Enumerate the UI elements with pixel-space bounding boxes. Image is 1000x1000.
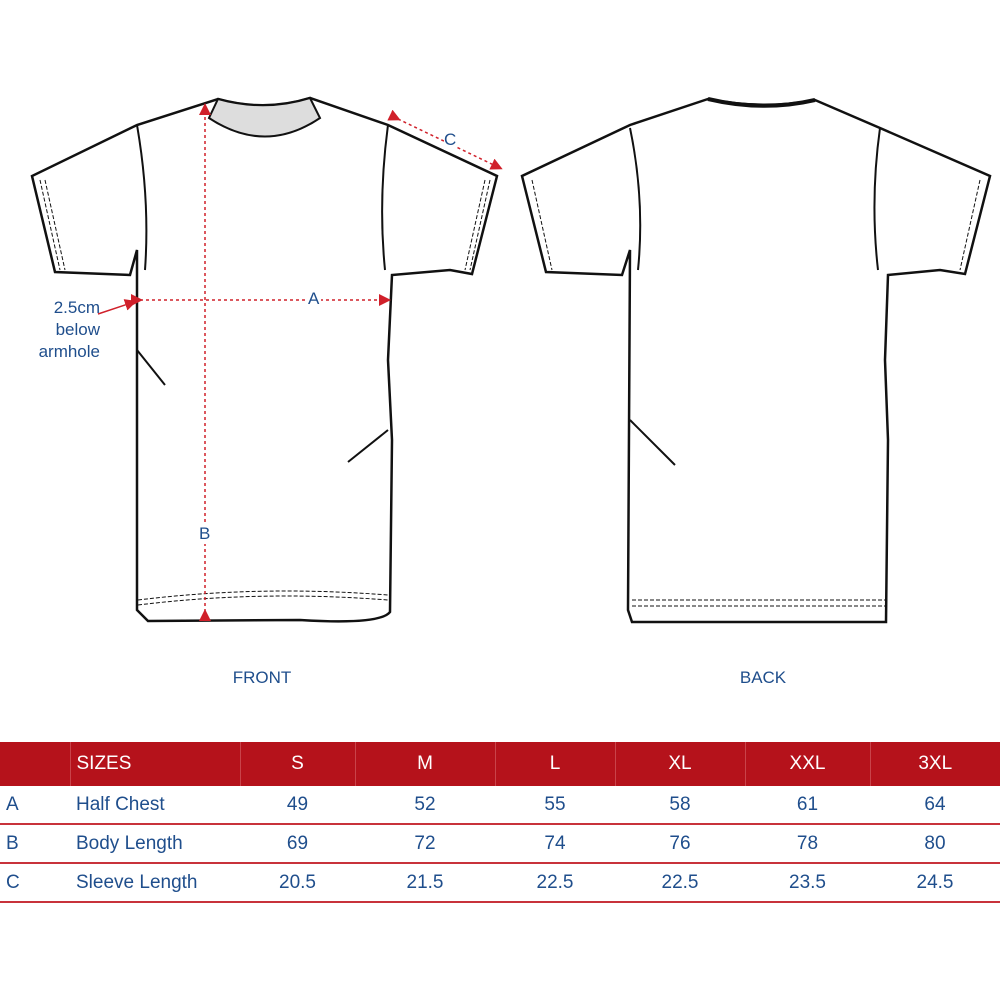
armhole-annotation: 2.5cm below armhole bbox=[38, 298, 100, 361]
cell: 78 bbox=[745, 824, 870, 864]
cell: 22.5 bbox=[615, 863, 745, 903]
row-code: B bbox=[0, 824, 70, 864]
marker-b: B bbox=[199, 524, 211, 544]
back-label: BACK bbox=[739, 668, 787, 687]
cell: 69 bbox=[240, 824, 355, 864]
row-label: Sleeve Length bbox=[70, 863, 240, 903]
cell: 49 bbox=[240, 786, 355, 825]
cell: 74 bbox=[495, 824, 615, 864]
marker-a: A bbox=[306, 289, 322, 309]
cell: 80 bbox=[870, 824, 1000, 864]
cell: 76 bbox=[615, 824, 745, 864]
cell: 24.5 bbox=[870, 863, 1000, 903]
cell: 52 bbox=[355, 786, 495, 825]
table-header: SIZES S M L XL XXL 3XL bbox=[0, 742, 1000, 786]
cell: 21.5 bbox=[355, 863, 495, 903]
header-size: 3XL bbox=[869, 742, 1000, 786]
cell: 72 bbox=[355, 824, 495, 864]
annotation-arrow bbox=[97, 299, 137, 315]
table-row: B Body Length 69 72 74 76 78 80 bbox=[0, 824, 1000, 864]
front-shirt bbox=[30, 96, 499, 623]
marker-c: C bbox=[444, 130, 457, 150]
tshirt-diagrams bbox=[30, 96, 992, 624]
table-row: A Half Chest 49 52 55 58 61 64 bbox=[0, 786, 1000, 825]
header-code bbox=[0, 742, 70, 786]
header-size: S bbox=[239, 742, 355, 786]
row-label: Half Chest bbox=[70, 786, 240, 825]
header-sizes: SIZES bbox=[69, 742, 240, 786]
front-label: FRONT bbox=[232, 668, 292, 687]
cell: 55 bbox=[495, 786, 615, 825]
cell: 23.5 bbox=[745, 863, 870, 903]
header-size: XXL bbox=[744, 742, 870, 786]
cell: 20.5 bbox=[240, 863, 355, 903]
header-size: M bbox=[354, 742, 495, 786]
header-size: XL bbox=[614, 742, 745, 786]
cell: 61 bbox=[745, 786, 870, 825]
row-code: A bbox=[0, 786, 70, 825]
cell: 64 bbox=[870, 786, 1000, 825]
row-code: C bbox=[0, 863, 70, 903]
table-row: C Sleeve Length 20.5 21.5 22.5 22.5 23.5… bbox=[0, 863, 1000, 903]
back-shirt bbox=[520, 97, 992, 624]
header-size: L bbox=[494, 742, 615, 786]
cell: 58 bbox=[615, 786, 745, 825]
size-table: SIZES S M L XL XXL 3XL A Half Chest 49 5… bbox=[0, 742, 1000, 903]
row-label: Body Length bbox=[70, 824, 240, 864]
cell: 22.5 bbox=[495, 863, 615, 903]
